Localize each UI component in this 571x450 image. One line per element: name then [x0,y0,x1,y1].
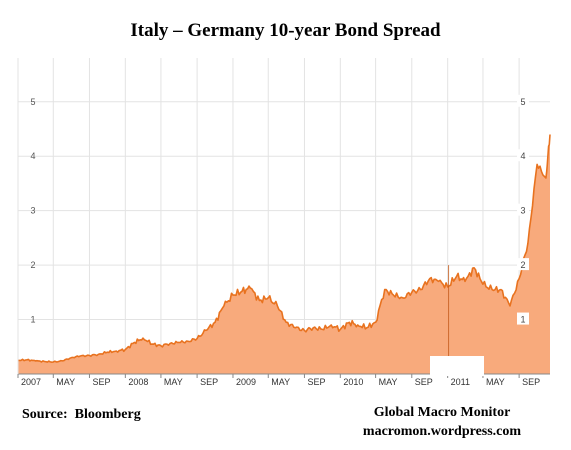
x-tick-label: 2008 [128,377,148,387]
y-tick-label-right: 5 [520,97,525,107]
x-tick-label: SEP [307,377,325,387]
credit-line-url: macromon.wordpress.com [362,424,522,439]
y-tick-label-right-bg [517,94,529,107]
y-tick-label-right-bg [517,258,529,271]
chart-title: Italy – Germany 10-year Bond Spread [130,20,441,41]
y-tick-label-right-bg [517,149,529,162]
x-tick-label: 2010 [343,377,363,387]
credit-line-blog: Global Macro Monitor [373,405,511,420]
x-tick-label: MAY [56,377,75,387]
x-axis-labels: 2007 MAY SEP 2008 MAY SEP 2009 MAY SEP 2010 MAY SEP… [17,374,540,387]
y-tick-label-right: 4 [520,151,525,161]
x-tick-label: 2007 [21,377,41,387]
credit-block: Global Macro Monitor macromon.wordpress.… [330,403,554,441]
area-layer [18,134,551,374]
x-tick-label: SEP [415,377,433,387]
y-tick-label-left: 1 [30,315,35,325]
spread-line [18,134,551,363]
spread-area [18,134,550,374]
legend-placeholder-box [430,356,484,376]
y-axis-labels: 1 1 2 2 3 3 4 4 5 5 [30,94,529,325]
y-tick-label-right: 2 [520,260,525,270]
x-tick-label: SEP [200,377,218,387]
y-tick-label-right-bg [517,312,529,325]
y-tick-label-right: 1 [520,315,525,325]
x-tick-label: 2011 [451,377,470,387]
x-tick-label: MAY [486,377,505,387]
x-tick-label: SEP [92,377,110,387]
x-tick-label: MAY [164,377,183,387]
x-tick-label: MAY [271,377,290,387]
y-tick-label-left: 4 [30,151,35,161]
y-tick-label-left: 3 [30,206,35,216]
y-tick-label-left: 2 [30,260,35,270]
source-note: Source: Bloomberg [22,407,141,422]
y-tick-label-left: 5 [30,97,35,107]
x-tick-label: MAY [379,377,398,387]
x-tick-label: 2009 [236,377,256,387]
y-tick-label-right: 3 [520,206,525,216]
x-tick-label: SEP [522,377,540,387]
y-tick-label-right-bg [517,203,529,216]
